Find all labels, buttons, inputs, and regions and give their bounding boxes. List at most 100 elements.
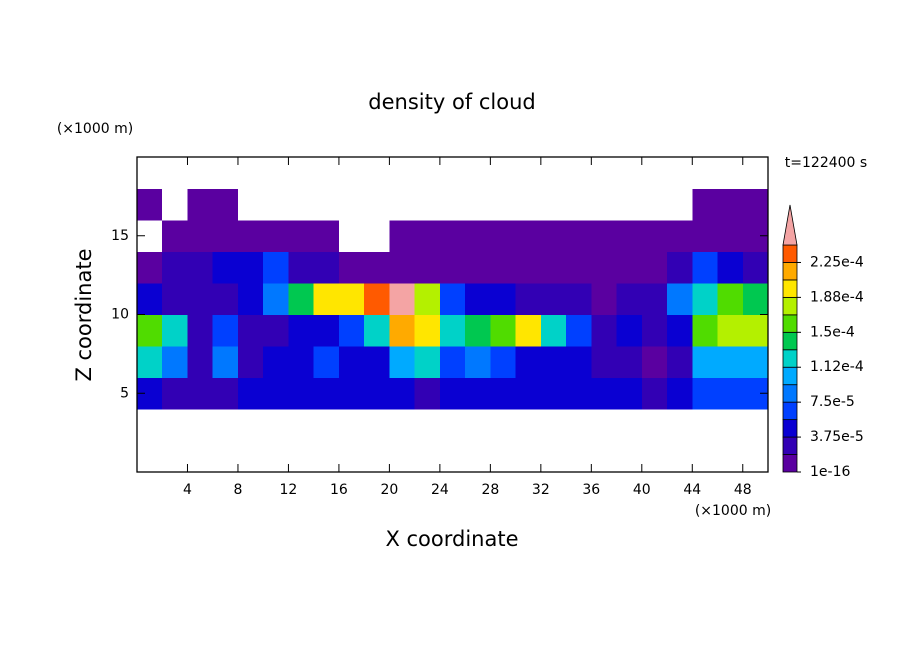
contour-cell — [237, 188, 264, 221]
contour-cell — [288, 157, 315, 189]
contour-cell — [515, 283, 542, 315]
contour-cell — [288, 440, 315, 473]
contour-cell — [591, 283, 618, 315]
contour-cell — [364, 188, 390, 221]
contour-cell — [540, 346, 567, 378]
time-annotation: t=122400 s — [785, 155, 867, 171]
contour-cell — [692, 440, 719, 473]
contour-cell — [439, 409, 466, 441]
contour-cell — [338, 157, 365, 189]
contour-cell — [364, 251, 390, 284]
contour-cell — [237, 157, 264, 189]
contour-cell — [667, 377, 693, 410]
contour-cell — [591, 409, 618, 441]
contour-cell — [540, 314, 567, 347]
colorbar-label: 1e-16 — [810, 464, 850, 480]
contour-cell — [515, 157, 542, 189]
contour-cell — [288, 251, 315, 284]
contour-cell — [313, 251, 340, 284]
contour-cell — [137, 409, 163, 441]
contour-cell — [364, 314, 390, 347]
contour-cell — [591, 377, 618, 410]
x-tick-label: 48 — [734, 482, 752, 498]
contour-cell — [338, 283, 365, 315]
contour-cell — [364, 409, 390, 441]
contour-cell — [566, 314, 592, 347]
colorbar-box — [782, 401, 798, 421]
contour-cell — [515, 346, 542, 378]
contour-cell — [490, 283, 517, 315]
contour-cell — [641, 409, 668, 441]
contour-cell — [641, 314, 668, 347]
contour-cell — [263, 188, 289, 221]
contour-cell — [742, 283, 769, 315]
contour-cell — [414, 251, 441, 284]
contour-cell — [490, 346, 517, 378]
colorbar-box — [782, 366, 798, 386]
contour-cell — [237, 409, 264, 441]
contour-cell — [692, 220, 719, 252]
contour-cell — [616, 220, 643, 252]
contour-cell — [616, 314, 643, 347]
contour-cell — [490, 220, 517, 252]
contour-cell — [439, 157, 466, 189]
contour-cell — [389, 409, 416, 441]
colorbar-box — [782, 384, 798, 403]
contour-cell — [490, 409, 517, 441]
contour-cell — [137, 251, 163, 284]
contour-cell — [465, 157, 491, 189]
contour-cell — [515, 251, 542, 284]
contour-cell — [212, 188, 239, 221]
contour-cell — [490, 377, 517, 410]
contour-cell — [490, 157, 517, 189]
contour-cell — [212, 346, 239, 378]
y-axis-label: Z coordinate — [72, 248, 96, 381]
contour-cell — [616, 188, 643, 221]
contour-cell — [465, 346, 491, 378]
contour-cell — [338, 440, 365, 473]
contour-cell — [490, 251, 517, 284]
contour-cell — [263, 220, 289, 252]
contour-cell — [692, 251, 719, 284]
contour-cell — [338, 377, 365, 410]
contour-cell — [288, 220, 315, 252]
contour-cell — [187, 314, 214, 347]
x-tick-label: 20 — [380, 482, 398, 498]
colorbar-label: 2.25e-4 — [810, 254, 864, 270]
contour-cell — [641, 440, 668, 473]
contour-cell — [389, 440, 416, 473]
contour-cell — [742, 251, 769, 284]
contour-cell — [288, 346, 315, 378]
contour-cell — [187, 283, 214, 315]
contour-cell — [237, 283, 264, 315]
contour-cell — [338, 188, 365, 221]
contour-cell — [742, 188, 769, 221]
contour-cell — [237, 314, 264, 347]
contour-cell — [540, 220, 567, 252]
contour-cell — [237, 220, 264, 252]
contour-cell — [566, 220, 592, 252]
contour-cell — [641, 283, 668, 315]
contour-cell — [263, 377, 289, 410]
contour-cell — [187, 377, 214, 410]
contour-cell — [692, 409, 719, 441]
x-tick-label: 12 — [280, 482, 298, 498]
x-tick-label: 40 — [633, 482, 651, 498]
colorbar-extend — [782, 204, 798, 246]
contour-cell — [162, 346, 188, 378]
contour-cell — [667, 283, 693, 315]
contour-cell — [566, 283, 592, 315]
contour-cell — [717, 157, 744, 189]
contour-cell — [591, 440, 618, 473]
contour-cell — [515, 220, 542, 252]
colorbar-box — [782, 349, 798, 368]
contour-cell — [540, 377, 567, 410]
contour-cell — [717, 314, 744, 347]
contour-cell — [641, 157, 668, 189]
contour-cell — [439, 220, 466, 252]
contour-cell — [389, 377, 416, 410]
contour-cell — [465, 409, 491, 441]
contour-cell — [616, 377, 643, 410]
contour-cell — [187, 346, 214, 378]
